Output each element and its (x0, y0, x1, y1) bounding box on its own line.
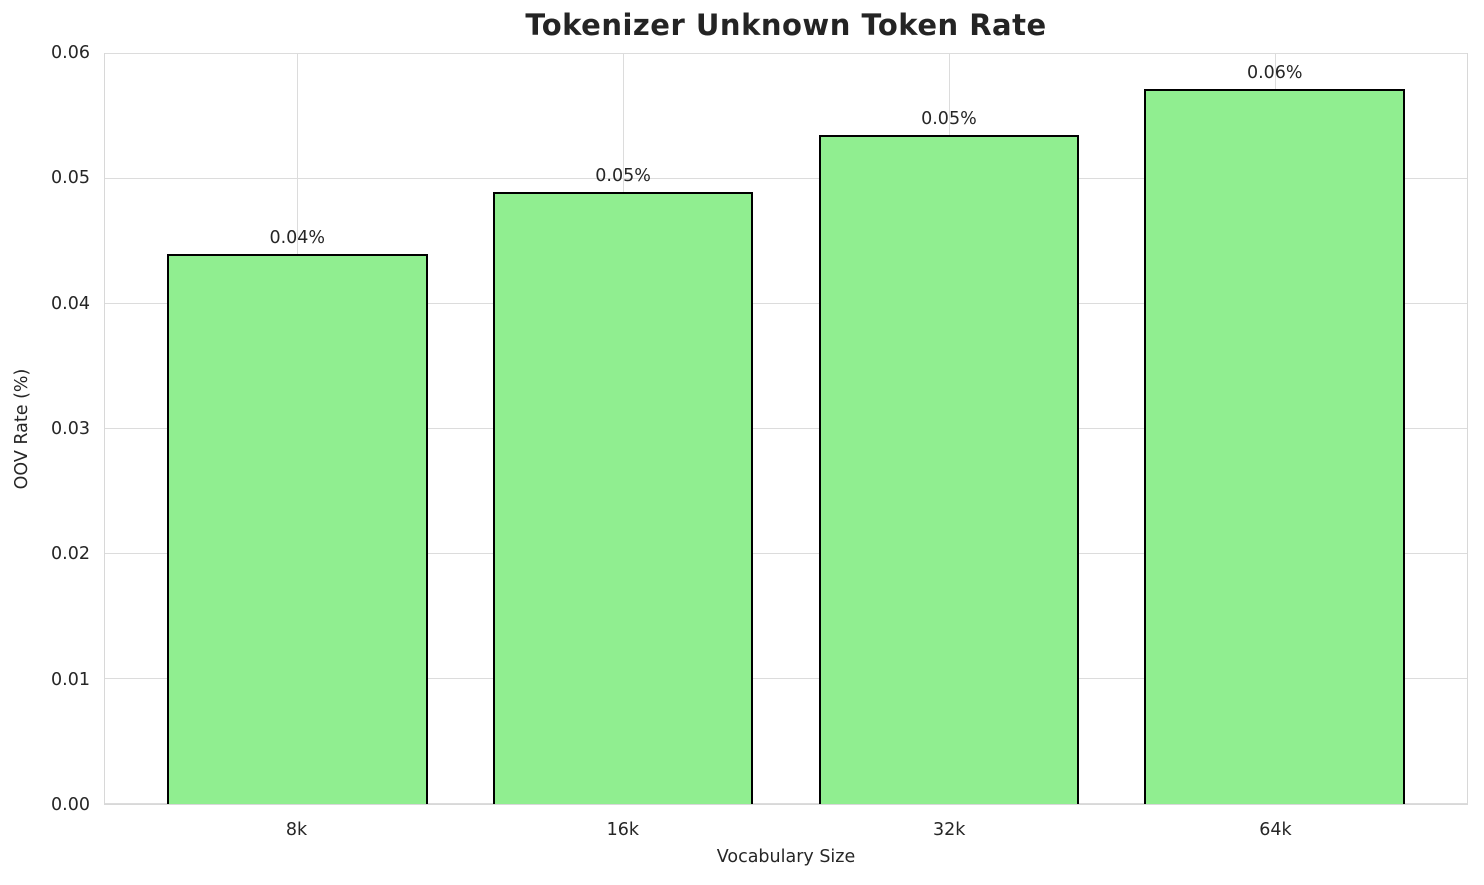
bar-value-label: 0.04% (269, 228, 326, 248)
bar-32k (818, 135, 1080, 804)
bar-8k (166, 254, 428, 804)
y-tick-label: 0.03 (51, 419, 90, 439)
bar-value-label: 0.05% (595, 165, 651, 186)
plot-area: 0.04% 0.05% 0.05% 0.06% (104, 53, 1468, 805)
x-tick-label-32k: 32k (932, 820, 966, 840)
chart-title: Tokenizer Unknown Token Rate (525, 8, 1047, 42)
y-tick-label: 0.01 (51, 669, 90, 690)
y-tick-label: 0.00 (51, 795, 90, 815)
horizontal-gridline (105, 303, 1467, 304)
y-tick-label: 0.02 (51, 544, 90, 565)
x-tick-label-16k: 16k (606, 820, 640, 840)
y-axis-ticks: 0.00 0.01 0.02 0.03 0.04 0.05 0.06 (0, 0, 90, 885)
horizontal-gridline (105, 678, 1467, 679)
bar-64k (1144, 89, 1406, 804)
horizontal-gridline (105, 553, 1467, 554)
x-tick-label-64k: 64k (1259, 820, 1292, 840)
bar-16k (492, 191, 754, 804)
bar-value-label: 0.05% (921, 109, 977, 130)
horizontal-gridline (105, 53, 1467, 54)
y-tick-label: 0.06 (51, 43, 90, 63)
horizontal-gridline (105, 178, 1467, 179)
bar-value-label: 0.06% (1246, 63, 1303, 83)
x-tick-label-8k: 8k (285, 820, 308, 840)
horizontal-gridline (105, 803, 1467, 804)
y-tick-label: 0.05 (51, 168, 90, 189)
y-axis-title: OOV Rate (%) (12, 368, 32, 490)
y-tick-label: 0.04 (51, 293, 90, 314)
x-axis-title: Vocabulary Size (716, 847, 856, 867)
horizontal-gridline (105, 428, 1467, 429)
